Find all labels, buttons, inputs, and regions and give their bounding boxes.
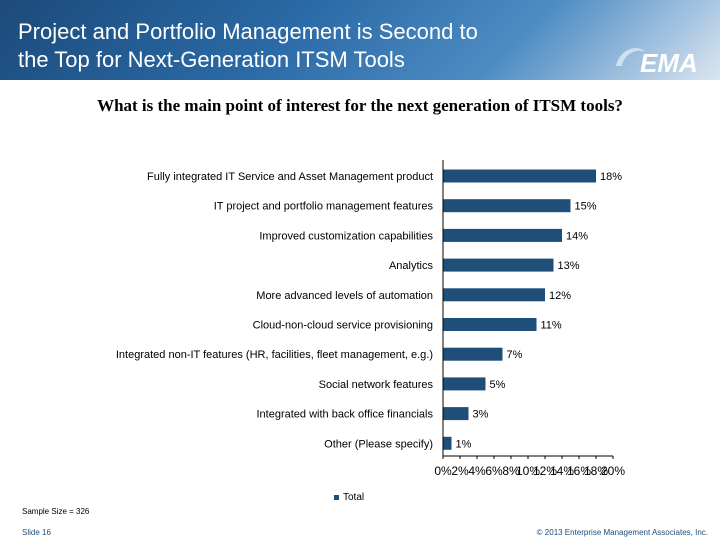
category-label: Integrated non-IT features (HR, faciliti… <box>116 349 433 361</box>
bar <box>443 199 571 213</box>
bar <box>443 407 469 421</box>
ema-swoosh-icon <box>616 48 646 66</box>
x-tick-label: 16% <box>567 464 591 478</box>
category-label: Cloud-non-cloud service provisioning <box>253 320 433 332</box>
x-tick-label: 6% <box>485 464 503 478</box>
legend-swatch <box>334 495 339 500</box>
survey-question: What is the main point of interest for t… <box>97 96 623 115</box>
bar <box>443 436 452 450</box>
header-banner: Project and Portfolio Management is Seco… <box>0 0 720 80</box>
category-label: More advanced levels of automation <box>256 290 433 302</box>
x-tick-label: 14% <box>550 464 574 478</box>
ema-logo-text: EMA <box>640 48 698 78</box>
bar <box>443 228 562 242</box>
bar <box>443 288 545 302</box>
bar-chart: Fully integrated IT Service and Asset Ma… <box>116 160 625 478</box>
category-label: Analytics <box>389 260 434 272</box>
bar <box>443 318 537 331</box>
bar <box>443 258 554 272</box>
category-label: Social network features <box>319 379 434 391</box>
ema-logo: EMA <box>616 48 698 78</box>
data-label: 7% <box>507 349 523 361</box>
copyright: © 2013 Enterprise Management Associates,… <box>536 528 708 537</box>
data-label: 12% <box>549 290 571 302</box>
category-label: IT project and portfolio management feat… <box>214 201 434 213</box>
data-label: 1% <box>456 438 472 450</box>
category-label: Integrated with back office financials <box>256 409 433 421</box>
x-tick-label: 8% <box>502 464 520 478</box>
chart-legend: Total <box>334 492 364 503</box>
slide-title: Project and Portfolio Management is Seco… <box>18 18 598 74</box>
category-label: Improved customization capabilities <box>259 230 433 242</box>
x-tick-label: 12% <box>533 464 557 478</box>
bar <box>443 377 486 391</box>
sample-size: Sample Size = 326 <box>22 507 90 516</box>
data-label: 11% <box>541 320 562 332</box>
x-tick-label: 0% <box>434 464 452 478</box>
category-label: Fully integrated IT Service and Asset Ma… <box>147 171 433 183</box>
bar <box>443 347 503 361</box>
x-tick-label: 20% <box>601 464 625 478</box>
bar <box>443 169 596 183</box>
slide-number: Slide 16 <box>22 528 51 537</box>
slide-title-line-2: the Top for Next-Generation ITSM Tools <box>18 47 405 72</box>
data-label: 3% <box>473 409 489 421</box>
data-label: 13% <box>558 260 580 272</box>
x-tick-label: 18% <box>584 464 608 478</box>
category-label: Other (Please specify) <box>324 438 433 450</box>
data-label: 5% <box>490 379 506 391</box>
data-label: 15% <box>575 201 597 213</box>
x-tick-label: 2% <box>451 464 469 478</box>
slide-title-line-1: Project and Portfolio Management is Seco… <box>18 19 478 44</box>
x-tick-label: 10% <box>516 464 540 478</box>
legend-label: Total <box>343 492 365 503</box>
data-label: 14% <box>566 230 588 242</box>
x-tick-label: 4% <box>468 464 486 478</box>
data-label: 18% <box>600 171 622 183</box>
